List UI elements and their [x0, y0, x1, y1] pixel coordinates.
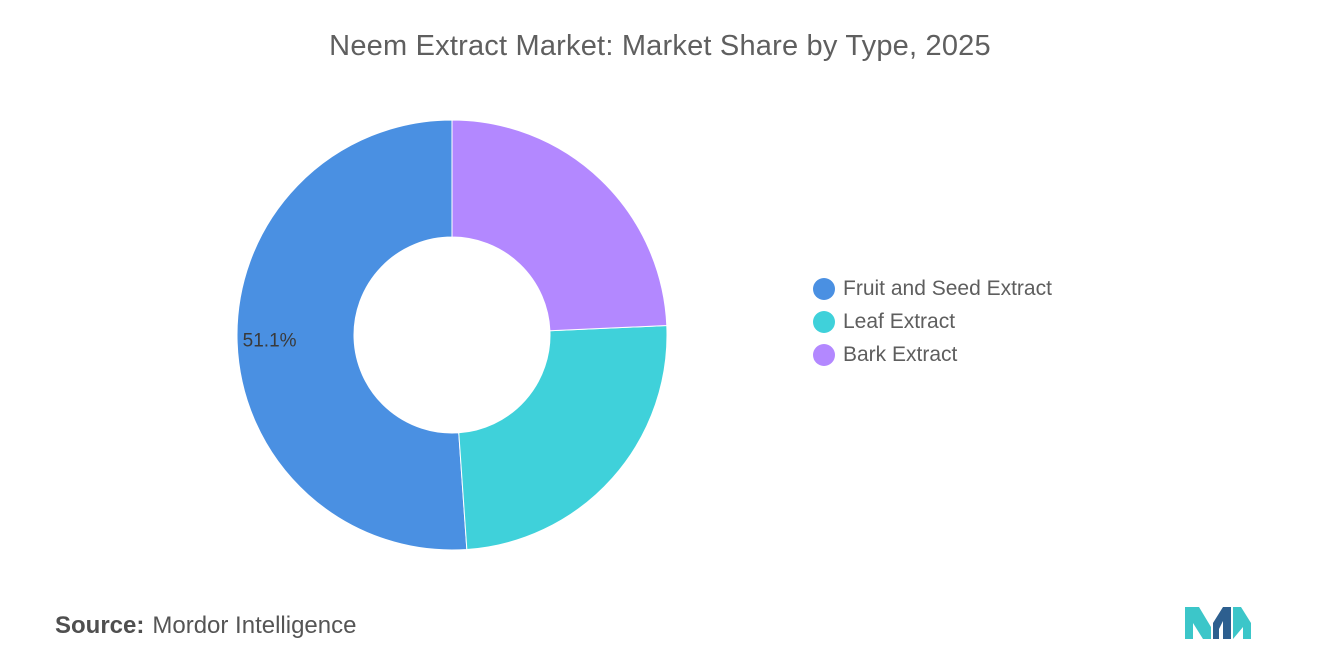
legend-swatch-leaf — [813, 310, 835, 333]
mordor-intelligence-logo-icon — [1185, 607, 1251, 639]
donut-slice-fruit-seed — [236, 119, 468, 551]
legend-item-bark: Bark Extract — [813, 338, 1052, 371]
legend-label-fruit-seed: Fruit and Seed Extract — [843, 276, 1052, 300]
data-label-fruit-seed: 51.1% — [243, 331, 297, 352]
chart-legend: Fruit and Seed Extract Leaf Extract Bark… — [813, 272, 1052, 371]
legend-label-bark: Bark Extract — [843, 342, 958, 366]
legend-item-fruit-seed: Fruit and Seed Extract — [813, 272, 1052, 305]
chart-title: Neem Extract Market: Market Share by Typ… — [329, 30, 991, 62]
legend-item-leaf: Leaf Extract — [813, 305, 1052, 338]
legend-swatch-bark — [813, 343, 835, 366]
source-label: Source: — [55, 612, 145, 639]
legend-swatch-fruit-seed — [813, 277, 835, 300]
donut-slice-leaf — [458, 325, 668, 551]
donut-slice-bark — [451, 119, 668, 332]
source-value: Mordor Intelligence — [152, 612, 357, 639]
source-note: Source: Mordor Intelligence — [55, 612, 356, 640]
legend-label-leaf: Leaf Extract — [843, 309, 956, 333]
